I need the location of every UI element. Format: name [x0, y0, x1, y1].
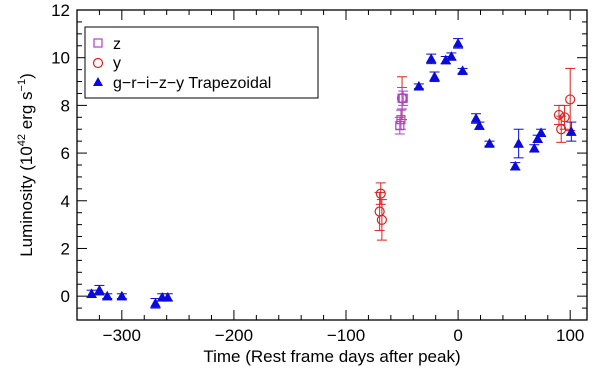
data-point-open-circle [376, 214, 387, 225]
plot-frame [76, 9, 588, 321]
data-point-open-circle [553, 109, 565, 121]
y-tick-label: 4 [61, 192, 70, 211]
data-point-open-circle [559, 112, 570, 123]
tick-labels: −300 −200 −100 0 100 0 2 4 6 8 10 12 [51, 1, 584, 345]
x-tick-label: −200 [215, 326, 253, 345]
data-point-filled-triangle [528, 142, 540, 153]
y-tick-label: 6 [61, 144, 70, 163]
data-point-filled-triangle [565, 126, 577, 136]
legend-item-y: y [92, 55, 121, 72]
filled-triangle-icon [93, 77, 103, 86]
open-circle-icon [92, 57, 104, 69]
open-square-icon [93, 38, 103, 48]
data-point-filled-triangle [162, 291, 174, 302]
data-point-filled-triangle [452, 37, 464, 48]
data-point-filled-triangle [445, 50, 457, 61]
x-tick-label: −300 [103, 326, 141, 345]
data-point-open-square [398, 93, 408, 103]
data-point-filled-triangle [457, 65, 469, 76]
y-axis-title-close: ) [17, 73, 36, 79]
y-tick-label: 8 [61, 96, 70, 115]
data-point-filled-triangle [429, 71, 440, 82]
data-point-filled-triangle [513, 138, 525, 148]
axis-ticks [76, 9, 587, 321]
data-point-filled-triangle [535, 127, 547, 138]
data-point-filled-triangle [116, 290, 128, 301]
data-point-filled-triangle [473, 120, 485, 130]
y-axis-title-unit: erg s [17, 91, 36, 134]
data-point-filled-triangle [101, 290, 113, 301]
data-point-filled-triangle [470, 112, 482, 123]
legend: z y g−r−i−z−y Trapezoidal [84, 26, 319, 99]
x-tick-label: 0 [453, 326, 462, 345]
data-point-filled-triangle [509, 160, 521, 171]
data-point-filled-triangle [425, 53, 437, 64]
y-axis-title-main: Luminosity (10 [17, 146, 36, 257]
data-point-open-circle [565, 94, 576, 105]
y-tick-label: 2 [61, 239, 70, 258]
data-point-open-circle [556, 124, 567, 135]
y-tick-label: 10 [51, 49, 70, 68]
data-point-open-square [396, 115, 406, 125]
legend-label-trapezoidal: g−r−i−z−y Trapezoidal [113, 75, 271, 92]
data-point-open-square [395, 121, 405, 131]
legend-item-trapezoidal: g−r−i−z−y Trapezoidal [93, 75, 271, 92]
data-point-filled-triangle [150, 297, 161, 308]
x-tick-label: 100 [556, 326, 584, 345]
legend-box [84, 26, 319, 99]
data-point-filled-triangle [93, 284, 105, 295]
legend-label-z: z [113, 36, 121, 53]
x-axis-title: Time (Rest frame days after peak) [203, 347, 460, 366]
legend-item-z: z [93, 36, 121, 53]
y-axis-title-unit-exponent: −1 [16, 79, 28, 92]
data-point-filled-triangle [484, 138, 495, 148]
data-point-filled-triangle [532, 133, 544, 144]
x-tick-label: −100 [327, 326, 365, 345]
y-axis-title-exponent: 42 [16, 134, 28, 146]
y-tick-label: 12 [51, 1, 70, 20]
y-tick-label: 0 [61, 287, 70, 306]
y-axis-title: Luminosity (1042 erg s−1) [16, 73, 36, 257]
data-points [86, 37, 577, 308]
data-point-filled-triangle [413, 80, 425, 91]
legend-label-y: y [113, 55, 121, 72]
data-point-filled-triangle [86, 288, 97, 299]
data-point-open-circle [375, 188, 386, 199]
